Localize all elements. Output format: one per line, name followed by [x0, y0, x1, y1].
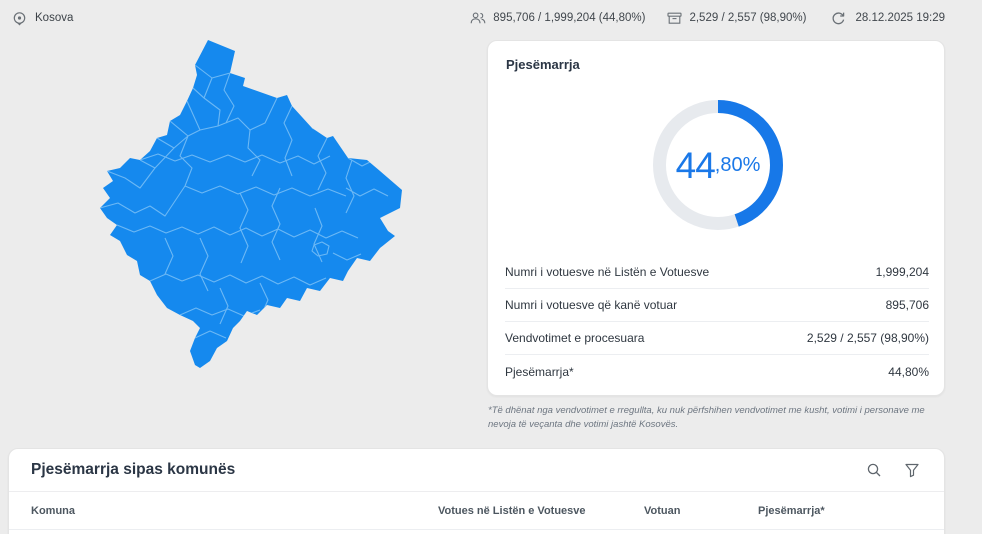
stat-label: Numri i votuesve në Listën e Votuesve	[505, 265, 710, 279]
stat-row-registered: Numri i votuesve në Listën e Votuesve 1,…	[505, 256, 929, 289]
voters-summary-text: 895,706 / 1,999,204 (44,80%)	[493, 12, 646, 24]
turnout-stats-list: Numri i votuesve në Listën e Votuesve 1,…	[505, 256, 929, 388]
stat-value: 895,706	[885, 298, 929, 312]
voters-summary: 895,706 / 1,999,204 (44,80%)	[470, 11, 645, 25]
stat-label: Pjesëmarrja*	[505, 364, 574, 379]
topbar-stats: 895,706 / 1,999,204 (44,80%) 2,529 / 2,5…	[470, 0, 945, 36]
column-header-votuan: Votuan	[644, 505, 681, 517]
stat-label: Numri i votuesve që kanë votuar	[505, 298, 678, 312]
stat-value: 1,999,204	[875, 265, 929, 279]
kosovo-outline	[100, 40, 402, 368]
topbar: Kosova 895,706 / 1,999,204 (44,80%)	[0, 0, 982, 36]
stat-value: 2,529 / 2,557 (98,90%)	[806, 331, 929, 345]
kosovo-map[interactable]	[100, 28, 406, 376]
stat-row-voted: Numri i votuesve që kanë votuar 895,706	[505, 289, 929, 322]
polling-summary: 2,529 / 2,557 (98,90%)	[667, 11, 806, 25]
polling-summary-text: 2,529 / 2,557 (98,90%)	[689, 12, 807, 24]
municipalities-card: Pjesëmarrja sipas komunës Komuna Votues …	[8, 448, 945, 534]
turnout-percent-frac: ,80%	[714, 154, 761, 176]
location-pin-icon	[12, 11, 27, 26]
turnout-footnote: *Të dhënat nga vendvotimet e rregullta, …	[488, 405, 925, 430]
region-label: Kosova	[35, 12, 74, 24]
turnout-percent-int: 44	[675, 144, 716, 186]
last-updated-text: 28.12.2025 19:29	[855, 12, 945, 24]
stat-label: Vendvotimet e procesuara	[505, 331, 645, 345]
stat-value: 44,80%	[888, 364, 929, 379]
municipalities-card-header: Pjesëmarrja sipas komunës	[9, 449, 944, 492]
turnout-percent-label: 44,80%	[643, 90, 793, 240]
municipality-borders	[100, 64, 391, 339]
stat-row-turnout: Pjesëmarrja* 44,80%	[505, 355, 929, 388]
column-header-komuna: Komuna	[31, 505, 75, 517]
search-icon[interactable]	[864, 460, 884, 480]
filter-icon[interactable]	[902, 460, 922, 480]
last-updated: 28.12.2025 19:29	[828, 8, 945, 28]
municipalities-card-title: Pjesëmarrja sipas komunës	[31, 461, 236, 478]
column-header-votues: Votues në Listën e Votuesve	[438, 505, 586, 517]
ballot-box-icon	[667, 11, 683, 25]
table-header-row: Komuna Votues në Listën e Votuesve Votua…	[9, 492, 944, 530]
stat-row-processed: Vendvotimet e procesuara 2,529 / 2,557 (…	[505, 322, 929, 355]
voters-icon	[470, 11, 486, 25]
turnout-donut-chart: 44,80%	[643, 90, 793, 240]
refresh-icon[interactable]	[828, 8, 848, 28]
column-header-pjesemarrja: Pjesëmarrja*	[758, 505, 825, 517]
donut-arc	[653, 100, 783, 230]
region-selector[interactable]: Kosova	[12, 0, 73, 36]
turnout-card-title: Pjesëmarrja	[506, 57, 580, 72]
